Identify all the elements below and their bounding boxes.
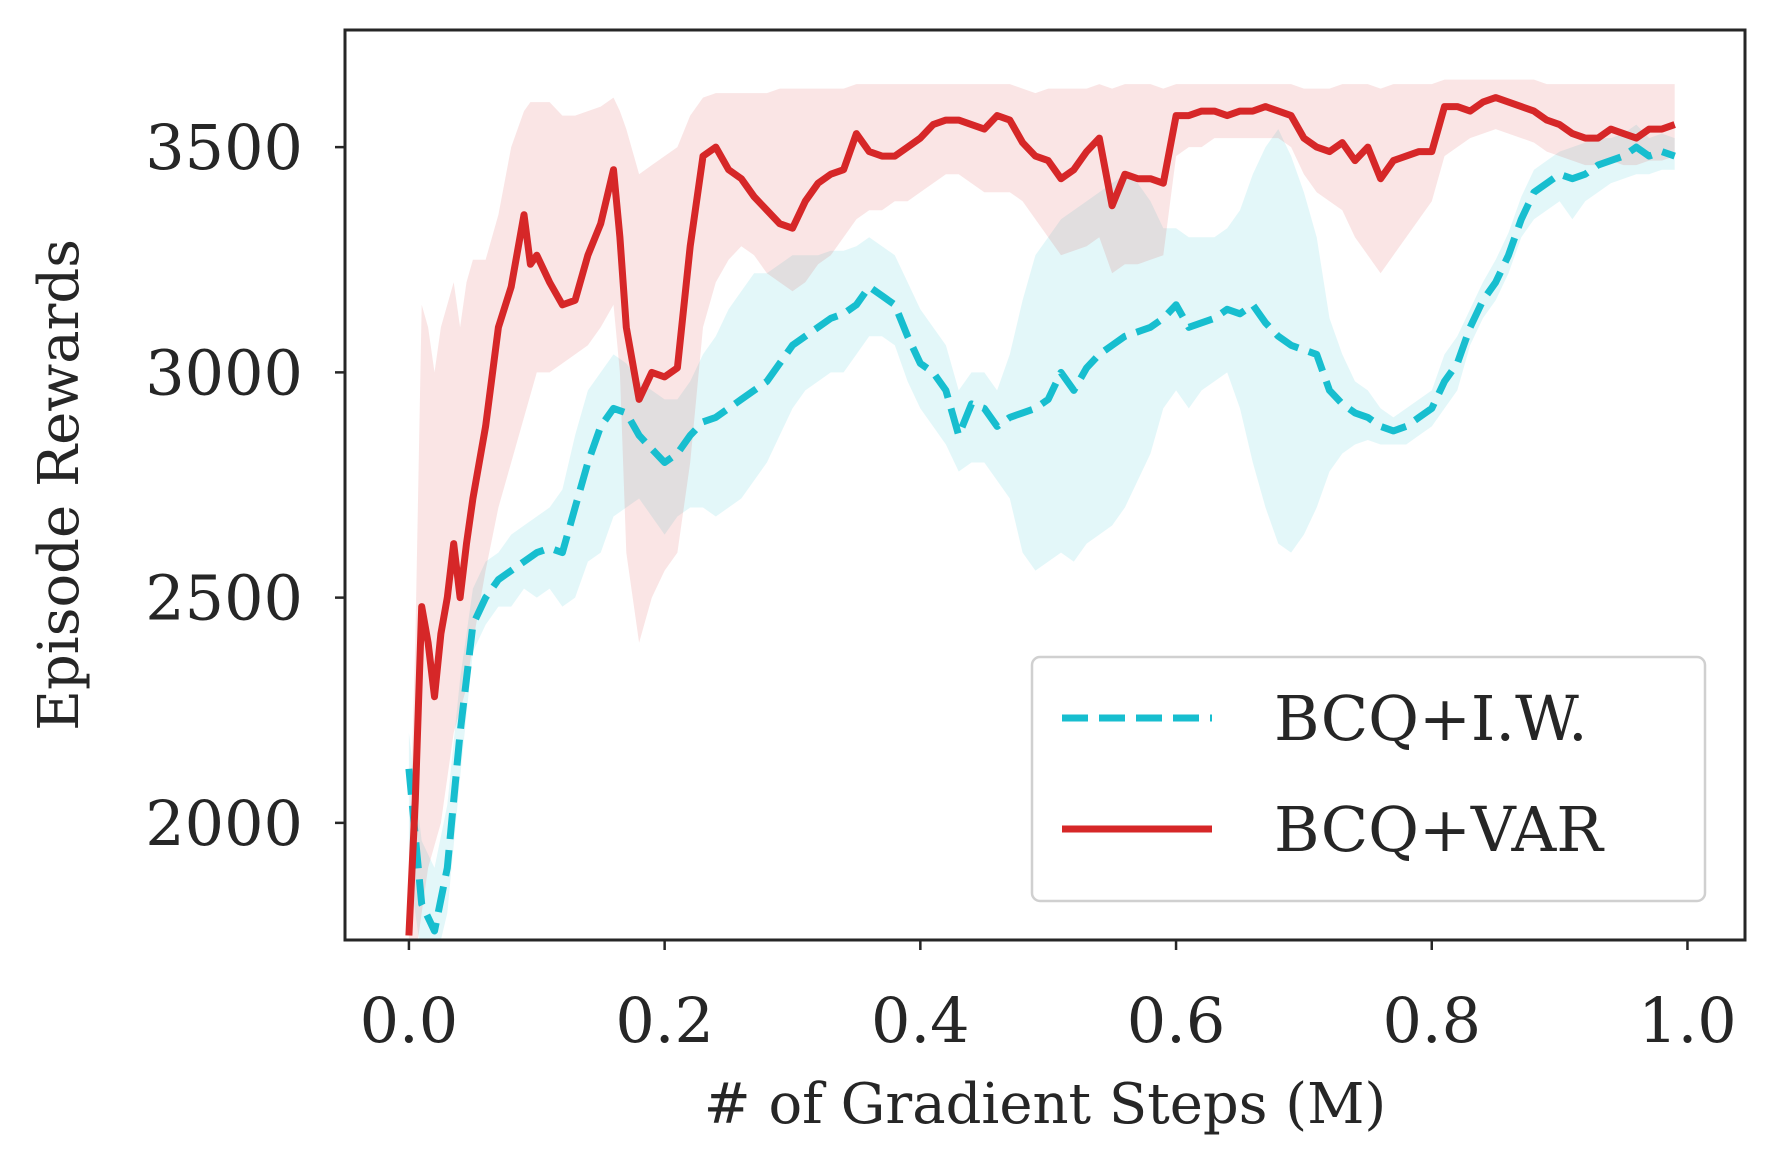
x-tick-label: 0.4	[871, 984, 970, 1057]
legend-label-bcq-var: BCQ+VAR	[1274, 793, 1605, 866]
confidence-bands	[408, 79, 1675, 940]
series-lines	[405, 94, 1676, 936]
x-tick-label: 0.2	[615, 984, 714, 1057]
x-tick-label: 0.0	[360, 984, 459, 1057]
x-tick-label: 0.8	[1382, 984, 1481, 1057]
legend-box	[1030, 655, 1707, 903]
plot-frame	[343, 28, 1747, 942]
y-tick-label: 2500	[145, 562, 303, 635]
x-tick-label: 1.0	[1638, 984, 1737, 1057]
y-tick-label: 3000	[145, 336, 303, 409]
axis-ticks: 0.0 0.2 0.4 0.6 0.8 1.0 2000 2500 3000 3500	[145, 111, 1737, 1057]
x-tick-label: 0.6	[1127, 984, 1226, 1057]
y-tick-label: 3500	[145, 111, 303, 184]
line-bcq-var	[405, 94, 1676, 936]
y-tick-label: 2000	[145, 787, 303, 860]
y-axis-label: Episode Rewards	[27, 239, 92, 731]
legend-label-bcq-iw: BCQ+I.W.	[1274, 682, 1588, 755]
legend: BCQ+I.W. BCQ+VAR	[1030, 655, 1707, 903]
x-axis-label: # of Gradient Steps (M)	[704, 1072, 1387, 1137]
band-bcq-var	[408, 79, 1675, 940]
band-bcq-i-w	[408, 124, 1675, 940]
line-bcq-i-w	[405, 143, 1676, 935]
